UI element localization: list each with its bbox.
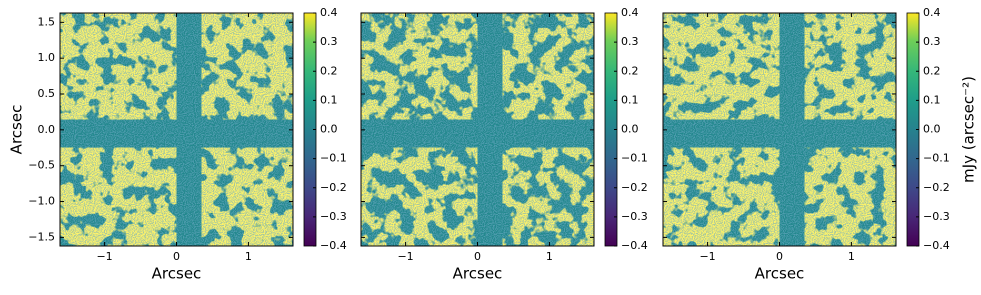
colorbar-tick-label: −0.1	[923, 152, 950, 165]
colorbar-tick-label: 0.4	[923, 6, 941, 19]
colorbar-tick-label: 0.0	[621, 123, 639, 136]
x-axis-label: Arcsec	[152, 265, 202, 283]
colorbar-tick-label: −0.3	[320, 210, 347, 223]
colorbar-tick-label: −0.2	[621, 181, 648, 194]
colorbar-tick-label: 0.1	[320, 93, 338, 106]
colorbar-tick-label: 0.0	[923, 123, 941, 136]
x-tick-label: 1	[848, 250, 855, 263]
colorbar-tick-label: 0.1	[621, 93, 639, 106]
y-tick-label: 1.0	[38, 51, 56, 64]
x-tick-label: −1	[699, 250, 715, 263]
colorbar-tick-label: −0.3	[621, 210, 648, 223]
x-tick-label: 1	[245, 250, 252, 263]
colorbar-tick-label: −0.4	[923, 239, 950, 252]
image-noise	[361, 13, 594, 246]
colorbar-tick-label: 0.3	[621, 35, 639, 48]
colorbar-tick-label: 0.2	[621, 64, 639, 77]
colorbar-tick-label: −0.1	[320, 152, 347, 165]
image-noise	[663, 13, 896, 246]
x-tick-label: 1	[546, 250, 553, 263]
x-tick-label: −1	[397, 250, 413, 263]
colorbar-tick-label: −0.4	[621, 239, 648, 252]
x-axis-label: Arcsec	[755, 265, 805, 283]
colorbar-tick-label: −0.3	[923, 210, 950, 223]
y-tick-label: 0.5	[38, 87, 56, 100]
x-tick-label: 0	[474, 250, 481, 263]
x-tick-label: −1	[96, 250, 112, 263]
colorbar-tick-label: 0.0	[320, 123, 338, 136]
colorbar-tick-label: 0.3	[923, 35, 941, 48]
colorbar-tick-label: −0.4	[320, 239, 347, 252]
y-tick-label: 1.5	[38, 15, 56, 28]
y-tick-label: −1.0	[28, 195, 55, 208]
colorbar-tick-label: −0.2	[923, 181, 950, 194]
y-tick-label: 0.0	[38, 123, 56, 136]
colorbar-tick-label: −0.1	[621, 152, 648, 165]
colorbar-tick-label: 0.4	[621, 6, 639, 19]
y-tick-label: −0.5	[28, 159, 55, 172]
x-tick-label: 0	[776, 250, 783, 263]
colorbar-tick-label: 0.2	[923, 64, 941, 77]
colorbar-tick-label: 0.4	[320, 6, 338, 19]
y-axis-label: Arcsec	[8, 105, 26, 155]
colorbar-label: mJy (arcsec⁻²)	[960, 76, 978, 183]
x-axis-label: Arcsec	[453, 265, 503, 283]
image-noise	[60, 13, 293, 246]
colorbar-tick-label: 0.1	[923, 93, 941, 106]
x-tick-label: 0	[173, 250, 180, 263]
colorbar-tick-label: 0.3	[320, 35, 338, 48]
colorbar-tick-label: −0.2	[320, 181, 347, 194]
colorbar-tick-label: 0.2	[320, 64, 338, 77]
y-tick-label: −1.5	[28, 230, 55, 243]
